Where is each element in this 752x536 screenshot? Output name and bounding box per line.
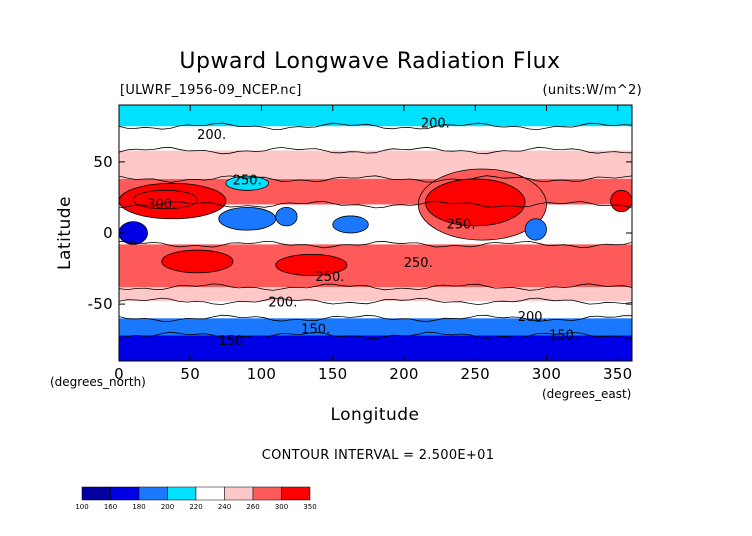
y-tick-label: -50 [88, 295, 113, 313]
colorbar-label: 260 [246, 503, 259, 511]
x-tick-label: 50 [180, 365, 200, 383]
contour-label: 300. [147, 198, 176, 213]
y-axis-ticks: -50 0 50 [88, 153, 632, 313]
contour-label: 200. [421, 116, 450, 131]
field-region-tibet [225, 175, 270, 191]
contour-line [119, 175, 632, 183]
field-region-polar-north [119, 105, 632, 127]
colorbar: 100 160 180 200 220 240 260 300 350 [75, 486, 317, 511]
colorbar-label: 160 [104, 503, 117, 511]
field-region-amazon [524, 218, 547, 241]
contour-label: 150. [549, 328, 578, 343]
y-tick-label: 0 [103, 224, 113, 242]
field-region-africa-congo [119, 221, 148, 245]
field-region-maritime-continent [275, 206, 298, 227]
colorbar-swatch [195, 486, 225, 501]
units-label: (units:W/m^2) [543, 83, 642, 98]
x-tick-label: 150 [318, 365, 348, 383]
field-region-indo-warm-pool [218, 206, 277, 231]
colorbar-swatch [252, 486, 282, 501]
colorbar-label: 100 [75, 503, 88, 511]
x-tick-label: 100 [247, 365, 277, 383]
field-region-antarctic-edge [119, 318, 632, 336]
colorbar-label: 350 [303, 503, 316, 511]
x-tick-label: 300 [532, 365, 562, 383]
x-axis-label: Longitude [330, 405, 419, 425]
plot-area [119, 105, 632, 361]
contour-label: 200. [268, 296, 297, 311]
y-tick-label: 50 [93, 153, 113, 171]
contour-line [119, 146, 632, 155]
contour-labels: 200.200.250.300.250.250.250.200.200.150.… [147, 116, 578, 349]
contour-label: 150. [301, 323, 330, 338]
colorbar-swatch [281, 486, 311, 501]
field-region-mexico [610, 189, 632, 213]
field-region-north-midlat [119, 126, 632, 151]
x-axis-ticks: 0 50 100 150 200 250 300 350 [114, 105, 632, 383]
source-label: [ULWRF_1956-09_NCEP.nc] [120, 83, 302, 98]
colorbar-label: 220 [189, 503, 202, 511]
colorbar-label: 240 [218, 503, 231, 511]
field-region-indian-ocean [161, 249, 234, 274]
contour-line [119, 200, 632, 209]
contour-line [119, 314, 632, 323]
colorbar-swatch [110, 486, 140, 501]
colorbar-swatch [167, 486, 197, 501]
contour-label: 250. [404, 256, 433, 271]
x-tick-label: 200 [389, 365, 419, 383]
x-tick-label: 350 [603, 365, 633, 383]
x-tick-label: 0 [114, 365, 124, 383]
contour-label: 200. [197, 128, 226, 143]
y-units-label: (degrees_north) [50, 375, 146, 389]
colorbar-swatch [81, 486, 111, 501]
contour-label: 200. [518, 310, 547, 325]
contour-label: 250. [447, 217, 476, 232]
colorbar-swatch [138, 486, 168, 501]
contour-label: 150. [219, 334, 248, 349]
colorbar-label: 300 [275, 503, 288, 511]
chart-title: Upward Longwave Radiation Flux [179, 49, 560, 74]
x-units-label: (degrees_east) [542, 387, 631, 401]
field-region-north-subtropic [119, 150, 632, 179]
contour-line [119, 240, 632, 249]
field-region-n-africa-core [132, 189, 198, 210]
colorbar-label: 200 [161, 503, 174, 511]
contour-line [119, 122, 632, 131]
contour-line [119, 297, 632, 306]
field-region-southern-ocean [119, 301, 632, 319]
y-axis-label: Latitude [55, 196, 75, 270]
contour-label: 250. [233, 173, 262, 188]
contour-interval-label: CONTOUR INTERVAL = 2.500E+01 [262, 448, 495, 463]
colorbar-label: 180 [132, 503, 145, 511]
field-region-w-pacific [332, 215, 369, 234]
contour-label: 250. [315, 270, 344, 285]
contour-line [119, 283, 632, 291]
contour-line [119, 331, 632, 340]
field-region-south-midlat [119, 287, 632, 302]
x-tick-label: 250 [460, 365, 490, 383]
field-region-australia [275, 253, 348, 277]
colorbar-swatch [224, 486, 254, 501]
